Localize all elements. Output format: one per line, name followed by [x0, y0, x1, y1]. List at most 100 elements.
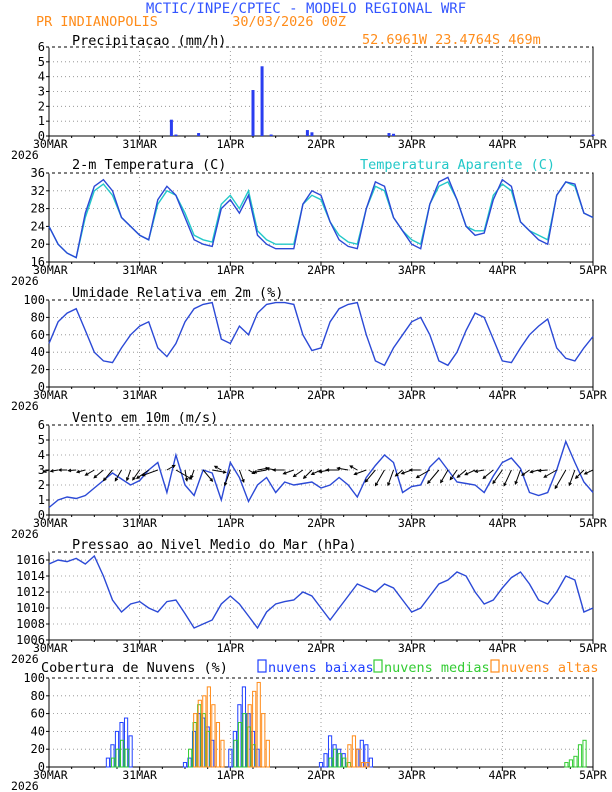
wind-arrow-head	[102, 477, 107, 482]
temp-ytick-label: 32	[31, 184, 45, 198]
temp-panel: 16 20 24 28 32 36 30MAR 31MAR 1APR 2APR 3APR 4APR 5A…	[11, 166, 607, 288]
cloud-bar-nuvens-medias	[577, 744, 583, 768]
precip-xtick-label: 5APR	[579, 137, 607, 151]
wind-arrow	[427, 469, 440, 484]
slp-title: Pressao ao Nivel Medio do Mar (hPa)	[72, 537, 356, 553]
temp-xtick-label: 2APR	[307, 263, 335, 277]
cloud-bar-nuvens-medias	[110, 757, 116, 768]
cloud-bar-nuvens-altas	[211, 704, 216, 768]
rh-frame	[48, 299, 594, 388]
temp-title: 2-m Temperatura (C)	[72, 157, 226, 173]
wind-xtick-label: 5APR	[579, 516, 607, 530]
wind-ytick-label: 0	[38, 508, 45, 522]
wind-arrow	[202, 469, 213, 482]
wind-arrow-head	[271, 468, 276, 472]
cloud-bar-nuvens-altas	[351, 735, 357, 768]
wind-arrow	[85, 469, 95, 476]
clouds-xtick-label: 3APR	[398, 768, 426, 782]
wind-arrow	[375, 469, 385, 486]
slp-xtick-label: 1APR	[216, 641, 244, 655]
wind-arrow	[554, 469, 567, 489]
legend-high-label: nuvens altas	[501, 660, 599, 676]
wind-arrow-head	[492, 480, 496, 485]
precip-bar	[251, 90, 255, 136]
cloud-bar-nuvens-altas	[265, 739, 270, 768]
cloud-bar-nuvens-medias	[124, 748, 129, 768]
cloud-bar-nuvens-medias	[342, 757, 347, 768]
wind-arrow-head	[209, 478, 214, 482]
slp-year-label: 2026	[11, 652, 39, 666]
temp-legend: Temperatura Aparente (C)	[360, 157, 555, 173]
wind-arrow-head	[125, 477, 130, 482]
wind-arrow	[190, 469, 195, 479]
legend-box-1	[373, 659, 383, 673]
slp-xtick-label: 4APR	[488, 641, 516, 655]
wind-arrow	[103, 469, 113, 481]
wind-arrow-head	[529, 469, 534, 474]
wind-arrow	[395, 469, 403, 477]
wind-ytick-label: 3	[38, 463, 45, 477]
wind-arrow	[238, 469, 245, 483]
wind-line-velocidade	[48, 439, 594, 509]
wind-arrow-head	[353, 471, 358, 476]
wind-arrow	[416, 469, 431, 479]
wind-arrow	[354, 469, 367, 475]
wind-xtick-label: 1APR	[216, 516, 244, 530]
cloud-bar-nuvens-baixas	[368, 757, 373, 768]
wind-arrow-head	[302, 475, 307, 480]
precip-bar	[591, 134, 595, 136]
clouds-ytick-label: 20	[31, 742, 45, 756]
wind-arrow-head	[537, 468, 542, 473]
wind-arrow	[132, 469, 141, 481]
precip-xtick-label: 31MAR	[122, 137, 157, 151]
slp-ytick-label: 1006	[16, 633, 45, 647]
wind-arrow	[543, 469, 557, 478]
wind-arrow-head	[521, 472, 525, 476]
wind-arrow-head	[583, 471, 588, 475]
temp-xtick-label: 1APR	[216, 263, 244, 277]
wind-arrow	[166, 464, 176, 471]
wind-ytick-label: 1	[38, 493, 45, 507]
wind-arrow-head	[474, 469, 479, 473]
precip-xtick-label: 2APR	[307, 137, 335, 151]
cloud-bar-nuvens-altas	[206, 686, 211, 768]
wind-arrow-head	[67, 468, 72, 473]
rh-ytick-label: 20	[31, 363, 45, 377]
wind-arrow	[464, 469, 476, 476]
cloud-bar-nuvens-baixas	[105, 757, 111, 768]
wind-arrow	[175, 469, 192, 480]
rh-year-label: 2026	[11, 399, 39, 413]
wind-arrow-head	[222, 470, 227, 474]
wind-arrow	[93, 469, 104, 479]
temp-ytick-label: 24	[31, 219, 45, 233]
cloud-bar-nuvens-medias	[328, 757, 333, 768]
clouds-ytick-label: 40	[31, 724, 45, 738]
clouds-xtick-label: 5APR	[579, 768, 607, 782]
wind-arrow-head	[75, 469, 81, 474]
precip-ytick-label: 2	[38, 99, 45, 113]
temp-line-2-m-temperatura	[48, 176, 594, 259]
wind-xtick-label: 4APR	[488, 516, 516, 530]
clouds-xtick-label: 2APR	[307, 768, 335, 782]
wind-ytick-label: 6	[38, 418, 45, 432]
wind-arrow-head	[251, 470, 256, 475]
wind-arrow	[142, 469, 158, 477]
temp-xtick-label: 5APR	[579, 263, 607, 277]
precip-bar	[305, 130, 309, 136]
precip-xtick-label: 4APR	[488, 137, 516, 151]
cloud-bar-nuvens-medias	[120, 739, 125, 768]
wind-arrow	[76, 469, 86, 473]
clouds-title: Cobertura de Nuvens (%)	[41, 660, 228, 676]
wind-arrow-head	[574, 475, 579, 480]
rh-title: Umidade Relativa em 2m (%)	[72, 285, 283, 301]
wind-arrow	[337, 467, 349, 471]
slp-ytick-label: 1010	[16, 601, 45, 615]
precip-ytick-label: 6	[38, 40, 45, 54]
wind-arrow-head	[482, 475, 487, 480]
cloud-bar-nuvens-medias	[233, 739, 238, 768]
wind-arrow-head	[292, 473, 297, 478]
cloud-bar-nuvens-baixas	[323, 753, 328, 768]
